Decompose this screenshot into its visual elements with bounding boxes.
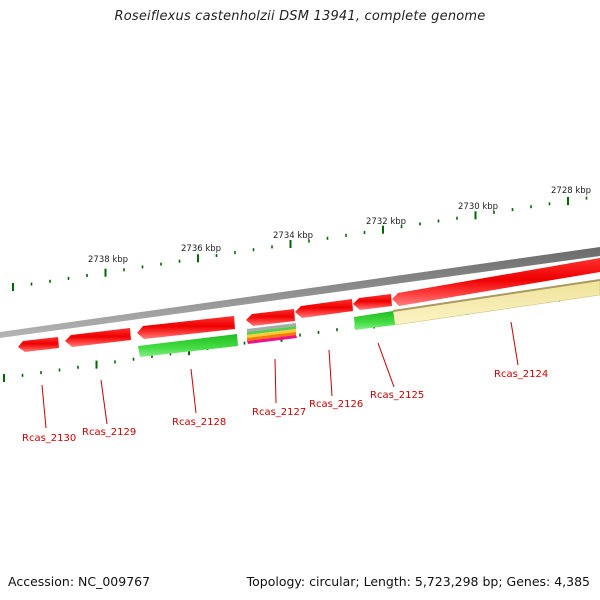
cds-arrow-rcas-2128 xyxy=(137,316,235,339)
scale-label-2730: 2730 kbp xyxy=(458,202,498,212)
cds-arrow-rcas-2130 xyxy=(18,337,59,352)
gene-label-rcas-2130: Rcas_2130 xyxy=(22,433,76,444)
genome-summary-text: Topology: circular; Length: 5,723,298 bp… xyxy=(246,574,590,589)
scale-label-2738: 2738 kbp xyxy=(88,255,128,265)
genome-backbone xyxy=(0,247,600,338)
leader-rcas-2125 xyxy=(377,342,395,388)
multi-feature-rcas-2127 xyxy=(247,323,297,344)
cds-arrow-rcas-2124 xyxy=(392,258,600,306)
gene-label-rcas-2124: Rcas_2124 xyxy=(494,369,548,380)
scale-label-2734: 2734 kbp xyxy=(273,231,313,241)
gene-label-rcas-2127: Rcas_2127 xyxy=(252,407,306,418)
gene-label-rcas-2126: Rcas_2126 xyxy=(309,399,363,410)
scale-ticks-top xyxy=(12,196,588,291)
leader-rcas-2129 xyxy=(100,379,108,425)
leader-rcas-2130 xyxy=(41,384,47,429)
cds-arrow-rcas-2127 xyxy=(246,309,295,326)
scale-label-2732: 2732 kbp xyxy=(366,217,406,227)
yellow-feature-band-edge xyxy=(392,279,600,312)
green-feature-rcas-2128 xyxy=(138,334,238,357)
scale-labels: 2738 kbp 2736 kbp 2734 kbp 2732 kbp 2730… xyxy=(88,186,591,265)
accession-text: Accession: NC_009767 xyxy=(8,574,151,589)
leader-rcas-2128 xyxy=(190,368,197,414)
cds-arrow-rcas-2125 xyxy=(353,294,392,310)
gene-label-rcas-2129: Rcas_2129 xyxy=(82,427,136,438)
gene-label-rcas-2128: Rcas_2128 xyxy=(172,417,226,428)
scale-label-2728: 2728 kbp xyxy=(551,186,591,196)
gene-labels: Rcas_2130 Rcas_2129 Rcas_2128 Rcas_2127 … xyxy=(22,369,548,444)
cds-arrow-rcas-2129 xyxy=(65,328,131,347)
leader-rcas-2126 xyxy=(328,349,333,397)
gene-leaders xyxy=(41,321,519,429)
cds-arrow-rcas-2126 xyxy=(295,299,353,318)
scale-label-2736: 2736 kbp xyxy=(181,244,221,254)
green-feature-rcas-2125 xyxy=(354,311,395,330)
cds-arrows xyxy=(18,258,600,352)
gene-label-rcas-2125: Rcas_2125 xyxy=(370,390,424,401)
map-title: Roseiflexus castenholzii DSM 13941, comp… xyxy=(114,9,486,24)
leader-rcas-2124 xyxy=(510,321,519,366)
leader-rcas-2127 xyxy=(274,358,277,404)
